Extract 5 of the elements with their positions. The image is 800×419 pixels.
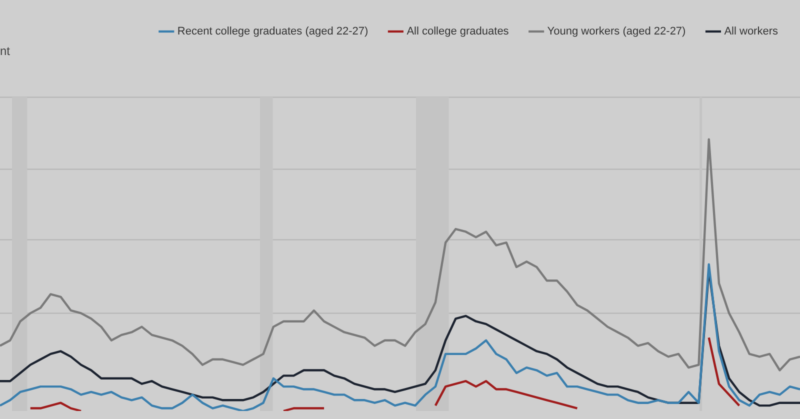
legend-label: All college graduates [406,26,510,38]
legend-label: Recent college graduates (aged 22-27) [177,26,368,38]
legend-label: Young workers (aged 22-27) [547,26,686,38]
text: nt [0,44,10,58]
legend-label: All workers [724,26,778,38]
